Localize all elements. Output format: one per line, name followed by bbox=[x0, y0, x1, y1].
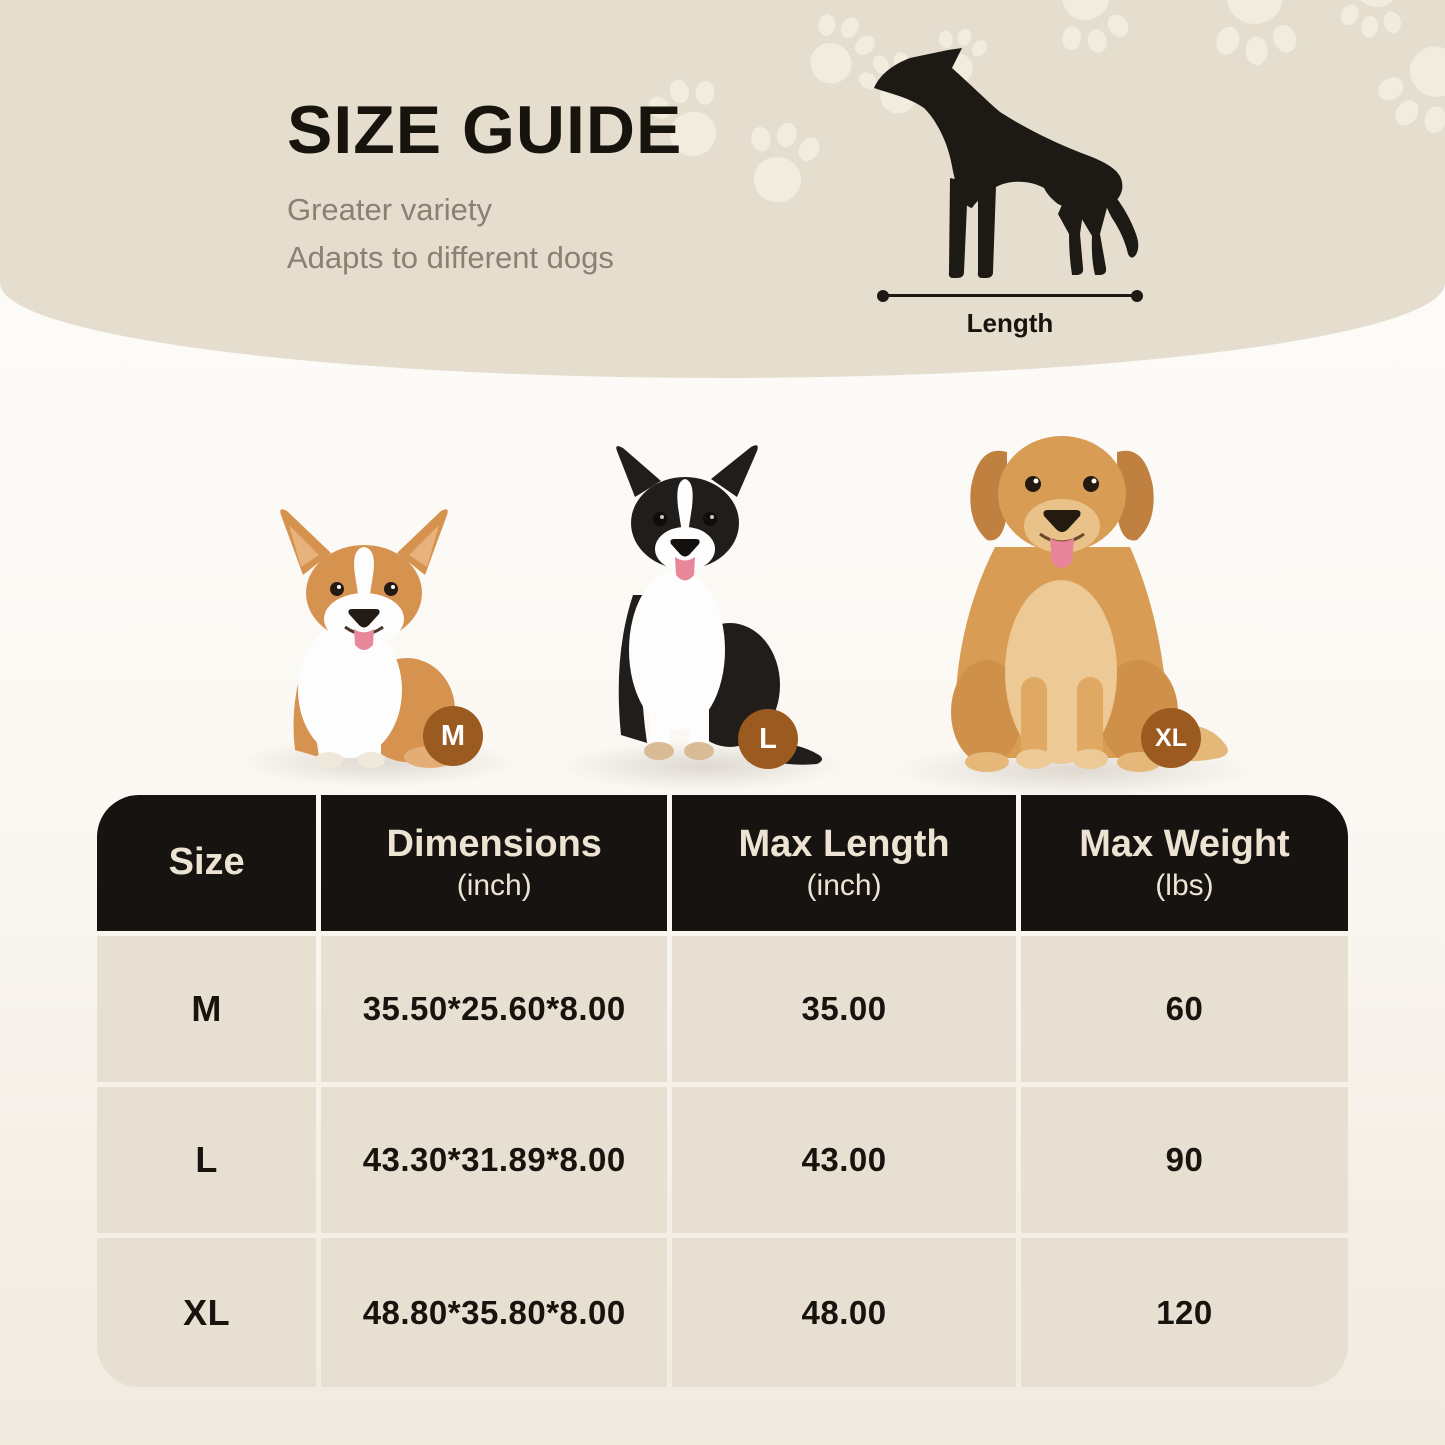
header-unit: (inch) bbox=[456, 868, 532, 902]
cell-m-dimensions: 35.50*25.60*8.00 bbox=[321, 936, 668, 1082]
cell-l-size: L bbox=[97, 1087, 317, 1233]
title-block: SIZE GUIDE Greater variety Adapts to dif… bbox=[287, 96, 682, 282]
table-header-size: Size bbox=[97, 795, 317, 931]
paw-print-icon bbox=[1364, 27, 1445, 148]
size-guide-header: SIZE GUIDE Greater variety Adapts to dif… bbox=[0, 0, 1445, 378]
length-measure-line bbox=[877, 289, 1143, 302]
header-title: Max Length bbox=[738, 823, 950, 866]
cell-m-max-length: 35.00 bbox=[672, 936, 1016, 1082]
header-title: Max Weight bbox=[1079, 823, 1290, 866]
corgi-photo bbox=[280, 509, 456, 768]
size-badge-xl: XL bbox=[1141, 708, 1201, 768]
dog-silhouette-icon bbox=[874, 48, 1139, 278]
cell-l-dimensions: 43.30*31.89*8.00 bbox=[321, 1087, 668, 1233]
cell-l-max-length: 43.00 bbox=[672, 1087, 1016, 1233]
table-header-max-weight: Max Weight (lbs) bbox=[1020, 795, 1348, 931]
length-label: Length bbox=[966, 308, 1054, 338]
cell-xl-max-length: 48.00 bbox=[672, 1238, 1016, 1387]
header-unit: (inch) bbox=[806, 868, 882, 902]
golden-retriever-photo bbox=[951, 436, 1228, 772]
subtitle-line-2: Adapts to different dogs bbox=[287, 240, 614, 276]
subtitle-line-1: Greater variety bbox=[287, 192, 493, 227]
cell-xl-max-weight: 120 bbox=[1020, 1238, 1348, 1387]
paw-print-icon bbox=[735, 114, 827, 210]
cell-m-size: M bbox=[97, 936, 317, 1082]
header-title: Size bbox=[168, 841, 245, 884]
paw-print-icon bbox=[1209, 0, 1302, 67]
table-header-max-length: Max Length (inch) bbox=[672, 795, 1016, 931]
cell-xl-size: XL bbox=[97, 1238, 317, 1387]
page-title: SIZE GUIDE bbox=[287, 92, 683, 168]
size-badge-m: M bbox=[423, 706, 483, 766]
cell-m-max-weight: 60 bbox=[1020, 936, 1348, 1082]
header-unit: (lbs) bbox=[1155, 868, 1214, 902]
subtitle: Greater variety Adapts to different dogs bbox=[287, 186, 682, 282]
cell-l-max-weight: 90 bbox=[1020, 1087, 1348, 1233]
size-table: Size Dimensions (inch) Max Length (inch)… bbox=[97, 795, 1348, 1387]
size-badge-l: L bbox=[738, 709, 798, 769]
paw-print-icon bbox=[1334, 0, 1413, 44]
cell-xl-dimensions: 48.80*35.80*8.00 bbox=[321, 1238, 668, 1387]
header-title: Dimensions bbox=[386, 823, 602, 866]
table-header-dimensions: Dimensions (inch) bbox=[321, 795, 668, 931]
